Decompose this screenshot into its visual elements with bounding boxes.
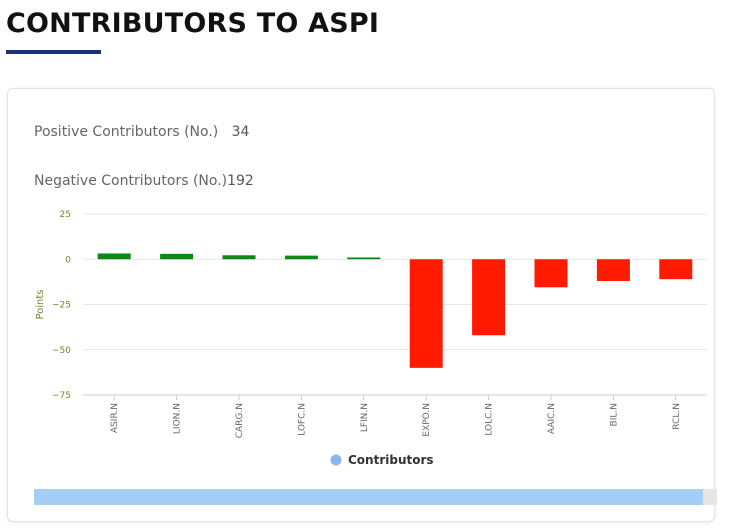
negative-contributors-label: Negative Contributors (No.) — [34, 173, 228, 189]
x-tick-label: LFIN.N — [360, 403, 370, 432]
bar-asir-n — [97, 253, 131, 260]
bar-lofc-n — [284, 255, 318, 260]
bar-aaic-n — [534, 259, 568, 288]
bar-bil-n — [596, 259, 630, 281]
chart-scrollbar[interactable] — [34, 489, 717, 505]
x-tick-label: CARG.N — [235, 403, 245, 438]
y-tick-label: −50 — [52, 346, 71, 356]
chart-card: Positive Contributors (No.) 34 Negative … — [7, 88, 717, 522]
x-tick-label: EXPO.N — [422, 403, 432, 437]
x-tick-label: LOFC.N — [297, 403, 307, 436]
negative-contributors-stat: Negative Contributors (No.)192 — [34, 173, 254, 189]
positive-contributors-label: Positive Contributors (No.) — [34, 124, 219, 140]
y-tick-label: −25 — [52, 301, 71, 311]
positive-contributors-stat: Positive Contributors (No.) 34 — [34, 124, 249, 140]
bar-rcl-n — [659, 259, 693, 280]
y-tick-label: 25 — [60, 210, 71, 220]
bar-expo-n — [409, 259, 443, 368]
y-tick-label: 0 — [65, 255, 71, 265]
x-tick-label: BIL.N — [609, 403, 619, 426]
x-tick-label: LION.N — [173, 403, 183, 434]
title-underline — [6, 50, 101, 54]
bar-carg-n — [222, 255, 256, 260]
x-tick-label: RCL.N — [672, 403, 682, 430]
contributors-bar-chart: 25 0 −25 −50 −75 Points ASIR.N LION.N CARG.N LOFC… — [35, 210, 707, 467]
chart-scrollbar-thumb[interactable] — [34, 489, 704, 505]
x-tick-label: LOLC.N — [485, 403, 495, 436]
positive-contributors-value: 34 — [231, 124, 250, 140]
bar-lfin-n — [347, 257, 381, 260]
legend-marker — [330, 454, 342, 466]
legend-label: Contributors — [348, 453, 434, 467]
x-tick-label: ASIR.N — [110, 403, 120, 433]
y-axis-title: Points — [35, 289, 46, 319]
x-tick-label: AAIC.N — [547, 403, 557, 434]
page-title: CONTRIBUTORS TO ASPI — [6, 8, 380, 39]
negative-contributors-value: 192 — [227, 173, 254, 189]
y-tick-label: −75 — [52, 391, 71, 401]
bar-lolc-n — [472, 259, 506, 336]
bar-lion-n — [160, 253, 194, 260]
